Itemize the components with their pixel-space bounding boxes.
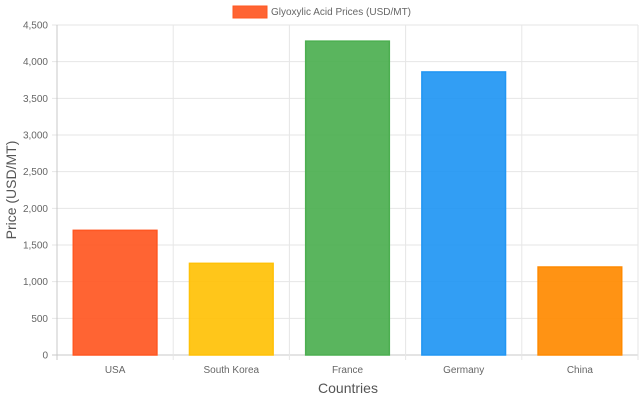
bar-france[interactable] <box>304 40 391 356</box>
bar-germany[interactable] <box>421 71 507 356</box>
x-tick-label: South Korea <box>203 365 259 376</box>
x-tick-label: Germany <box>443 365 484 376</box>
y-tick-label: 2,000 <box>23 204 48 215</box>
y-tick-label: 4,000 <box>23 57 48 68</box>
x-tick-label: China <box>567 365 594 376</box>
y-tick-label: 500 <box>31 314 48 325</box>
y-tick-label: 3,000 <box>23 131 48 142</box>
y-tick-label: 1,000 <box>23 277 48 288</box>
x-axis-ticks: USA South Korea France Germany China <box>105 365 594 376</box>
bars <box>72 40 623 356</box>
y-tick-label: 1,500 <box>23 241 48 252</box>
bar-china[interactable] <box>537 266 623 356</box>
y-tick-label: 4,500 <box>23 21 48 32</box>
y-axis-ticks: 0 500 1,000 1,500 2,000 2,500 3,000 3,500 4,000 4… <box>23 21 48 362</box>
y-tick-label: 3,500 <box>23 94 48 105</box>
y-tick-label: 2,500 <box>23 167 48 178</box>
x-axis-title: Countries <box>318 380 378 396</box>
x-tick-label: France <box>332 365 364 376</box>
y-axis-title: Price (USD/MT) <box>3 141 19 240</box>
legend-swatch[interactable] <box>232 5 268 19</box>
legend-label[interactable]: Glyoxylic Acid Prices (USD/MT) <box>271 7 411 18</box>
bar-usa[interactable] <box>72 229 158 356</box>
x-tick-label: USA <box>105 365 126 376</box>
y-tick-label: 0 <box>42 351 48 362</box>
bar-south-korea[interactable] <box>188 262 274 356</box>
